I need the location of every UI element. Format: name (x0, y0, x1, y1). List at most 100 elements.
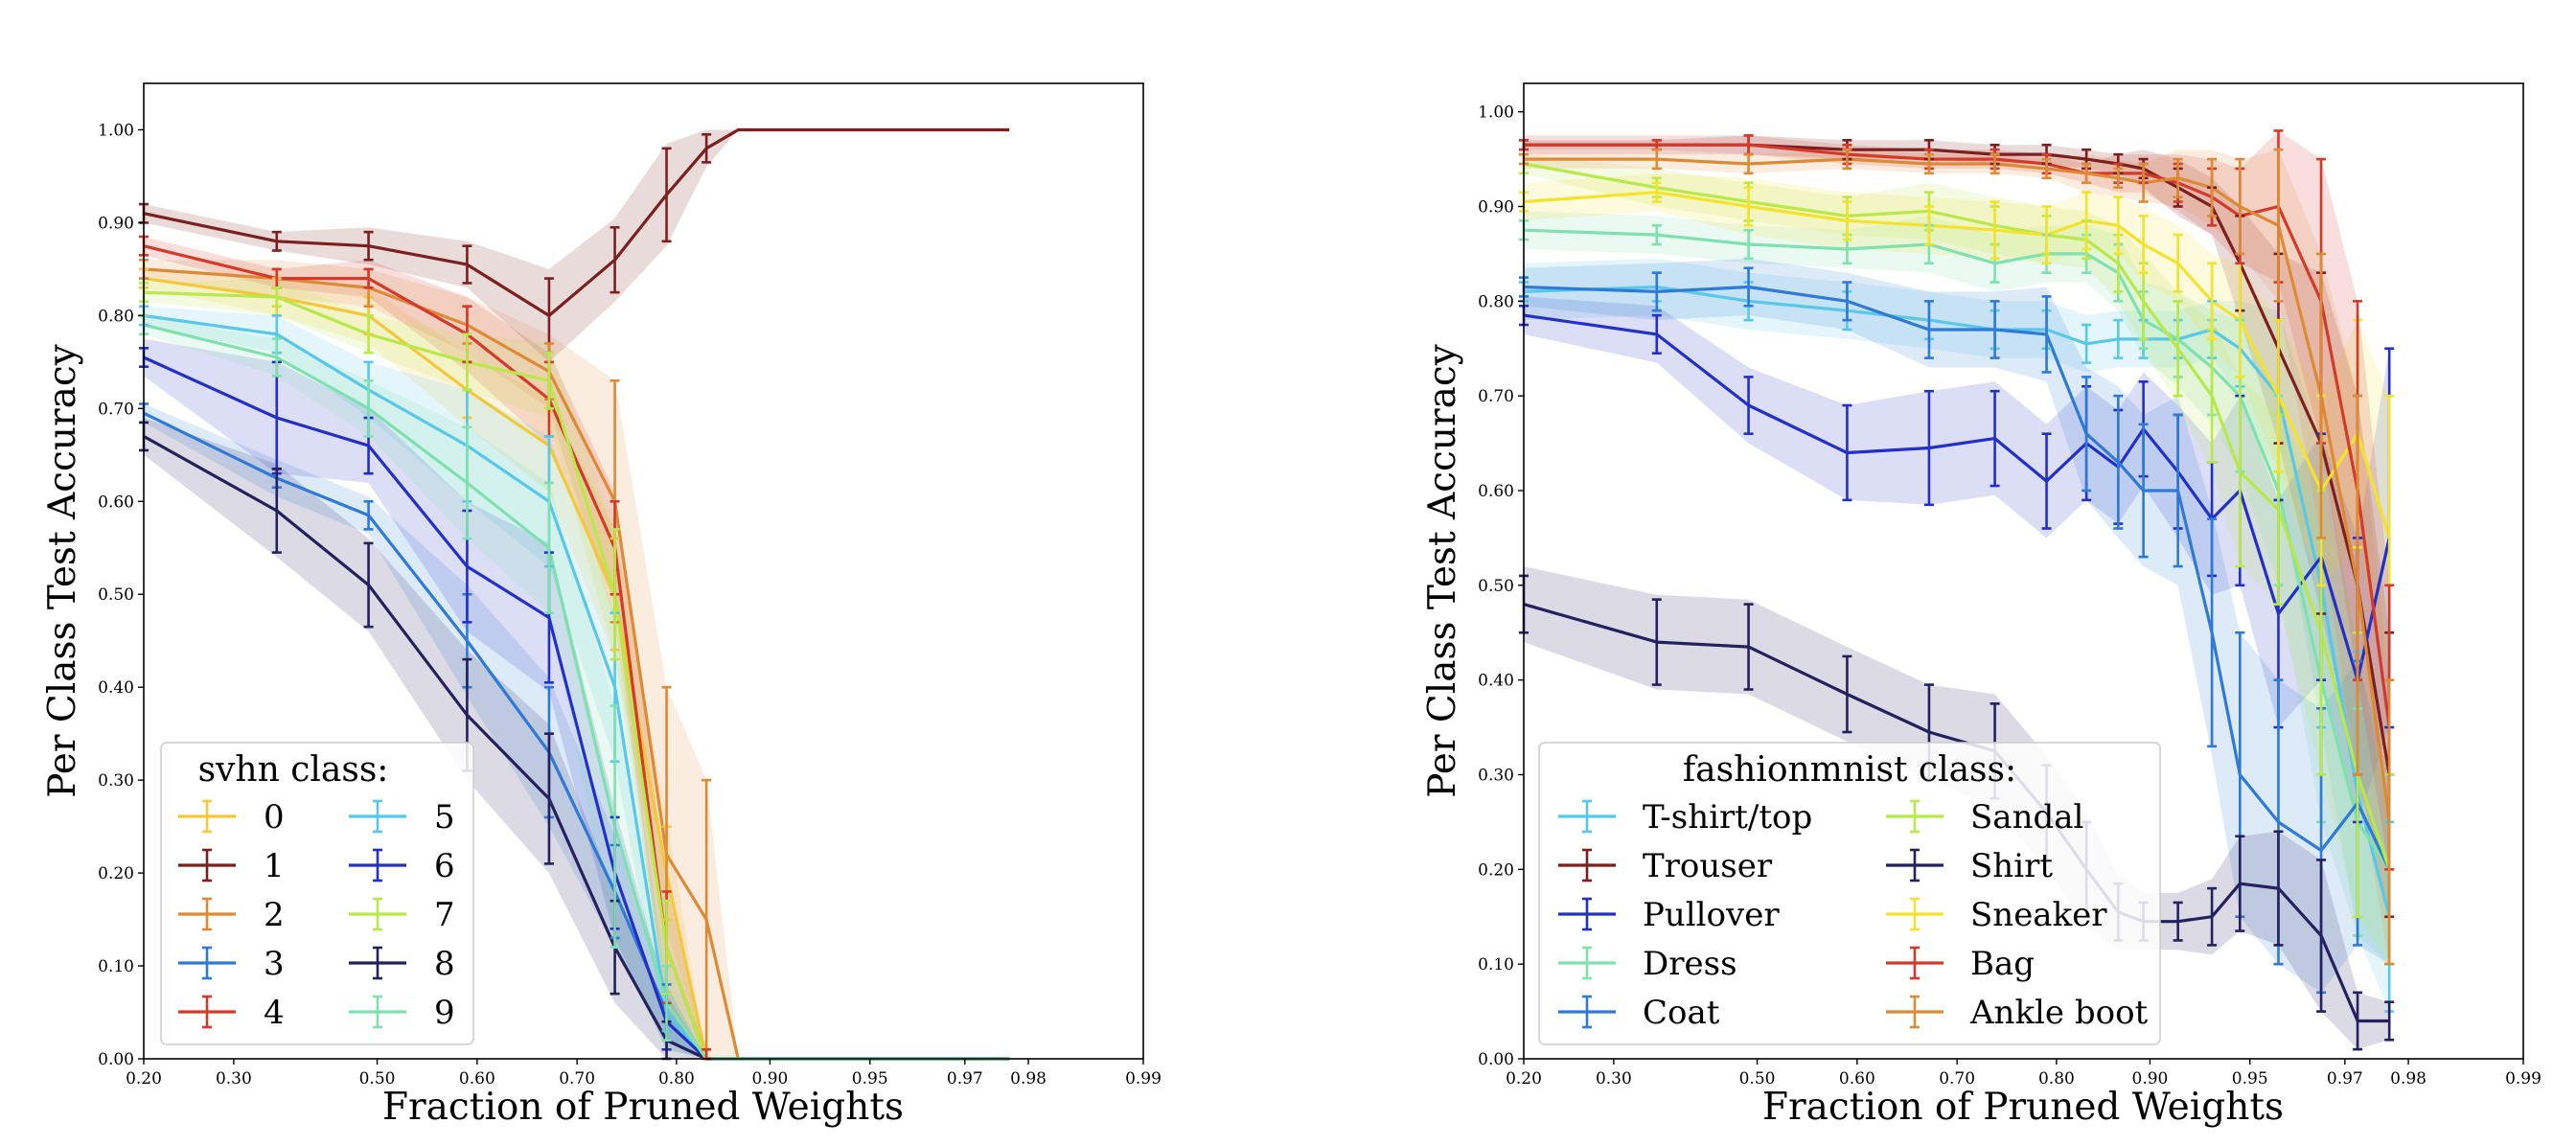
band-fashionmnist-bag (1524, 130, 2390, 870)
y-tick-label: 0.70 (1478, 387, 1514, 406)
error-bar-fashionmnist-shirt (2384, 1000, 2395, 1042)
legend-entry: 5 (349, 798, 455, 837)
error-bar-fashionmnist-ankle-boot (1651, 148, 1662, 171)
y-tick-label: 0.60 (98, 493, 134, 512)
error-bar-fashionmnist-shirt (1651, 598, 1662, 686)
x-tick-label: 0.60 (459, 1069, 495, 1089)
legend-box (1538, 742, 2161, 1045)
legend-entry: 7 (349, 896, 455, 934)
error-bar-fashionmnist-coat (2082, 376, 2092, 493)
error-bar-fashionmnist-ankle-boot (2113, 167, 2124, 190)
legend-label: 1 (264, 847, 285, 885)
x-tick-label: 0.50 (1739, 1069, 1776, 1089)
error-bar-svhn-1 (610, 225, 620, 294)
fashionmnist-y-ticks: 0.00 0.10 0.20 0.30 0.40 0.50 0.60 0.70 0.80 0.90… (1478, 103, 1524, 1069)
x-tick-label: 0.80 (658, 1069, 695, 1089)
x-tick-label: 0.97 (947, 1069, 983, 1089)
y-tick-label: 0.40 (98, 678, 134, 698)
y-tick-label: 0.80 (98, 307, 134, 326)
error-bar-svhn-1 (462, 244, 472, 285)
svhn-legend: svhn class: 0 1 2 3 4 5 6 7 8 9 (160, 742, 474, 1045)
x-tick-label: 0.30 (1596, 1069, 1632, 1089)
error-bar-fashionmnist-shirt (2207, 886, 2218, 947)
svhn-x-axis-label: Fraction of Pruned Weights (382, 1086, 904, 1129)
band-svhn-7 (144, 278, 1010, 1060)
band-svhn-9 (144, 315, 1010, 1059)
fashionmnist-plot-frame (1523, 82, 2524, 1060)
error-bar-fashionmnist-sneaker (2273, 318, 2284, 473)
x-tick-label: 0.20 (126, 1069, 162, 1089)
error-bar-fashionmnist-coat (2113, 394, 2124, 530)
legend-entry: Ankle boot (1886, 994, 2149, 1032)
svhn-y-ticks: 0.00 0.10 0.20 0.30 0.40 0.50 0.60 0.70 0.80 0.90… (98, 121, 144, 1069)
y-tick-label: 1.00 (98, 121, 134, 140)
error-bar-fashionmnist-sneaker (1990, 200, 2000, 261)
x-tick-label: 0.98 (1010, 1069, 1046, 1089)
error-bar-fashionmnist-ankle-boot (1743, 152, 1754, 175)
series-line-svhn-1 (143, 127, 1010, 317)
y-tick-label: 0.60 (1478, 482, 1514, 501)
x-tick-label: 0.90 (2132, 1069, 2169, 1089)
error-bar-fashionmnist-sneaker (2207, 262, 2218, 341)
error-bar-fashionmnist-coat (1651, 271, 1662, 312)
legend-label: 5 (434, 798, 455, 837)
error-bar-fashionmnist-sneaker (1923, 205, 1934, 246)
error-bar-fashionmnist-sneaker (2082, 191, 2092, 251)
error-bar-fashionmnist-ankle-boot (2273, 148, 2284, 303)
error-bar-svhn-7 (363, 314, 374, 355)
error-bar-svhn-8 (271, 468, 282, 554)
fashionmnist-x-axis-label: Fraction of Pruned Weights (1762, 1086, 2284, 1129)
error-bar-fashionmnist-pullover (1842, 403, 1852, 502)
legend-label: Pullover (1643, 896, 1780, 934)
x-tick-label: 0.30 (216, 1069, 252, 1089)
x-tick-label: 0.90 (752, 1069, 789, 1089)
legend-entry: Pullover (1558, 896, 1780, 934)
x-tick-label: 0.99 (1125, 1069, 1162, 1089)
legend-label: 7 (434, 896, 455, 934)
error-bar-fashionmnist-t-shirt-top (2113, 318, 2124, 359)
error-bar-fashionmnist-pullover (1651, 313, 1662, 355)
error-bar-fashionmnist-coat (1743, 266, 1754, 308)
error-bar-fashionmnist-sneaker (2138, 215, 2149, 274)
legend-entry: 2 (178, 896, 285, 934)
band-svhn-2 (144, 260, 1010, 1059)
x-tick-label: 0.95 (852, 1069, 888, 1089)
error-bar-fashionmnist-ankle-boot (1842, 148, 1852, 171)
legend-entry: Shirt (1886, 847, 2053, 885)
legend-entry: Bag (1886, 945, 2035, 983)
error-bar-fashionmnist-coat (1842, 281, 1852, 322)
legend-entry: 8 (349, 945, 455, 983)
band-fashionmnist-ankle-boot (1524, 149, 2390, 965)
error-bar-svhn-7 (543, 351, 554, 410)
y-tick-label: 0.00 (1478, 1050, 1514, 1069)
error-bar-fashionmnist-shirt (2316, 859, 2327, 1013)
error-bar-fashionmnist-pullover (1923, 389, 1934, 507)
error-bar-fashionmnist-ankle-boot (2173, 157, 2183, 198)
y-tick-label: 0.10 (98, 957, 134, 976)
legend-entry: Sneaker (1886, 896, 2107, 934)
x-tick-label: 0.95 (2232, 1069, 2268, 1089)
error-bar-svhn-1 (271, 230, 282, 252)
legend-entry: Trouser (1558, 847, 1773, 885)
error-bar-fashionmnist-sneaker (2173, 233, 2183, 293)
error-bar-fashionmnist-ankle-boot (2138, 162, 2149, 203)
legend-entry: T-shirt/top (1558, 798, 1812, 837)
band-fashionmnist-pullover (1524, 296, 2390, 822)
error-bar-fashionmnist-sneaker (1743, 186, 1754, 227)
error-bar-fashionmnist-sandal (2173, 300, 2183, 398)
error-bar-fashionmnist-coat (2041, 295, 2052, 374)
error-bar-svhn-1 (702, 133, 712, 164)
y-tick-label: 0.00 (98, 1050, 134, 1069)
error-bar-fashionmnist-coat (1923, 300, 1934, 359)
error-bar-svhn-9 (543, 481, 554, 614)
legend-label: 0 (264, 798, 285, 837)
error-bar-fashionmnist-sneaker (2041, 205, 2052, 265)
legend-label: Sandal (1970, 798, 2083, 837)
y-tick-label: 0.90 (98, 214, 134, 233)
legend-label: Dress (1643, 945, 1737, 983)
error-bar-fashionmnist-sneaker (2113, 195, 2124, 256)
error-bar-fashionmnist-pullover (1743, 376, 1754, 435)
x-tick-label: 0.70 (559, 1069, 595, 1089)
fashionmnist-confidence-bands (1524, 130, 2390, 1050)
error-bar-fashionmnist-shirt (2235, 835, 2245, 932)
